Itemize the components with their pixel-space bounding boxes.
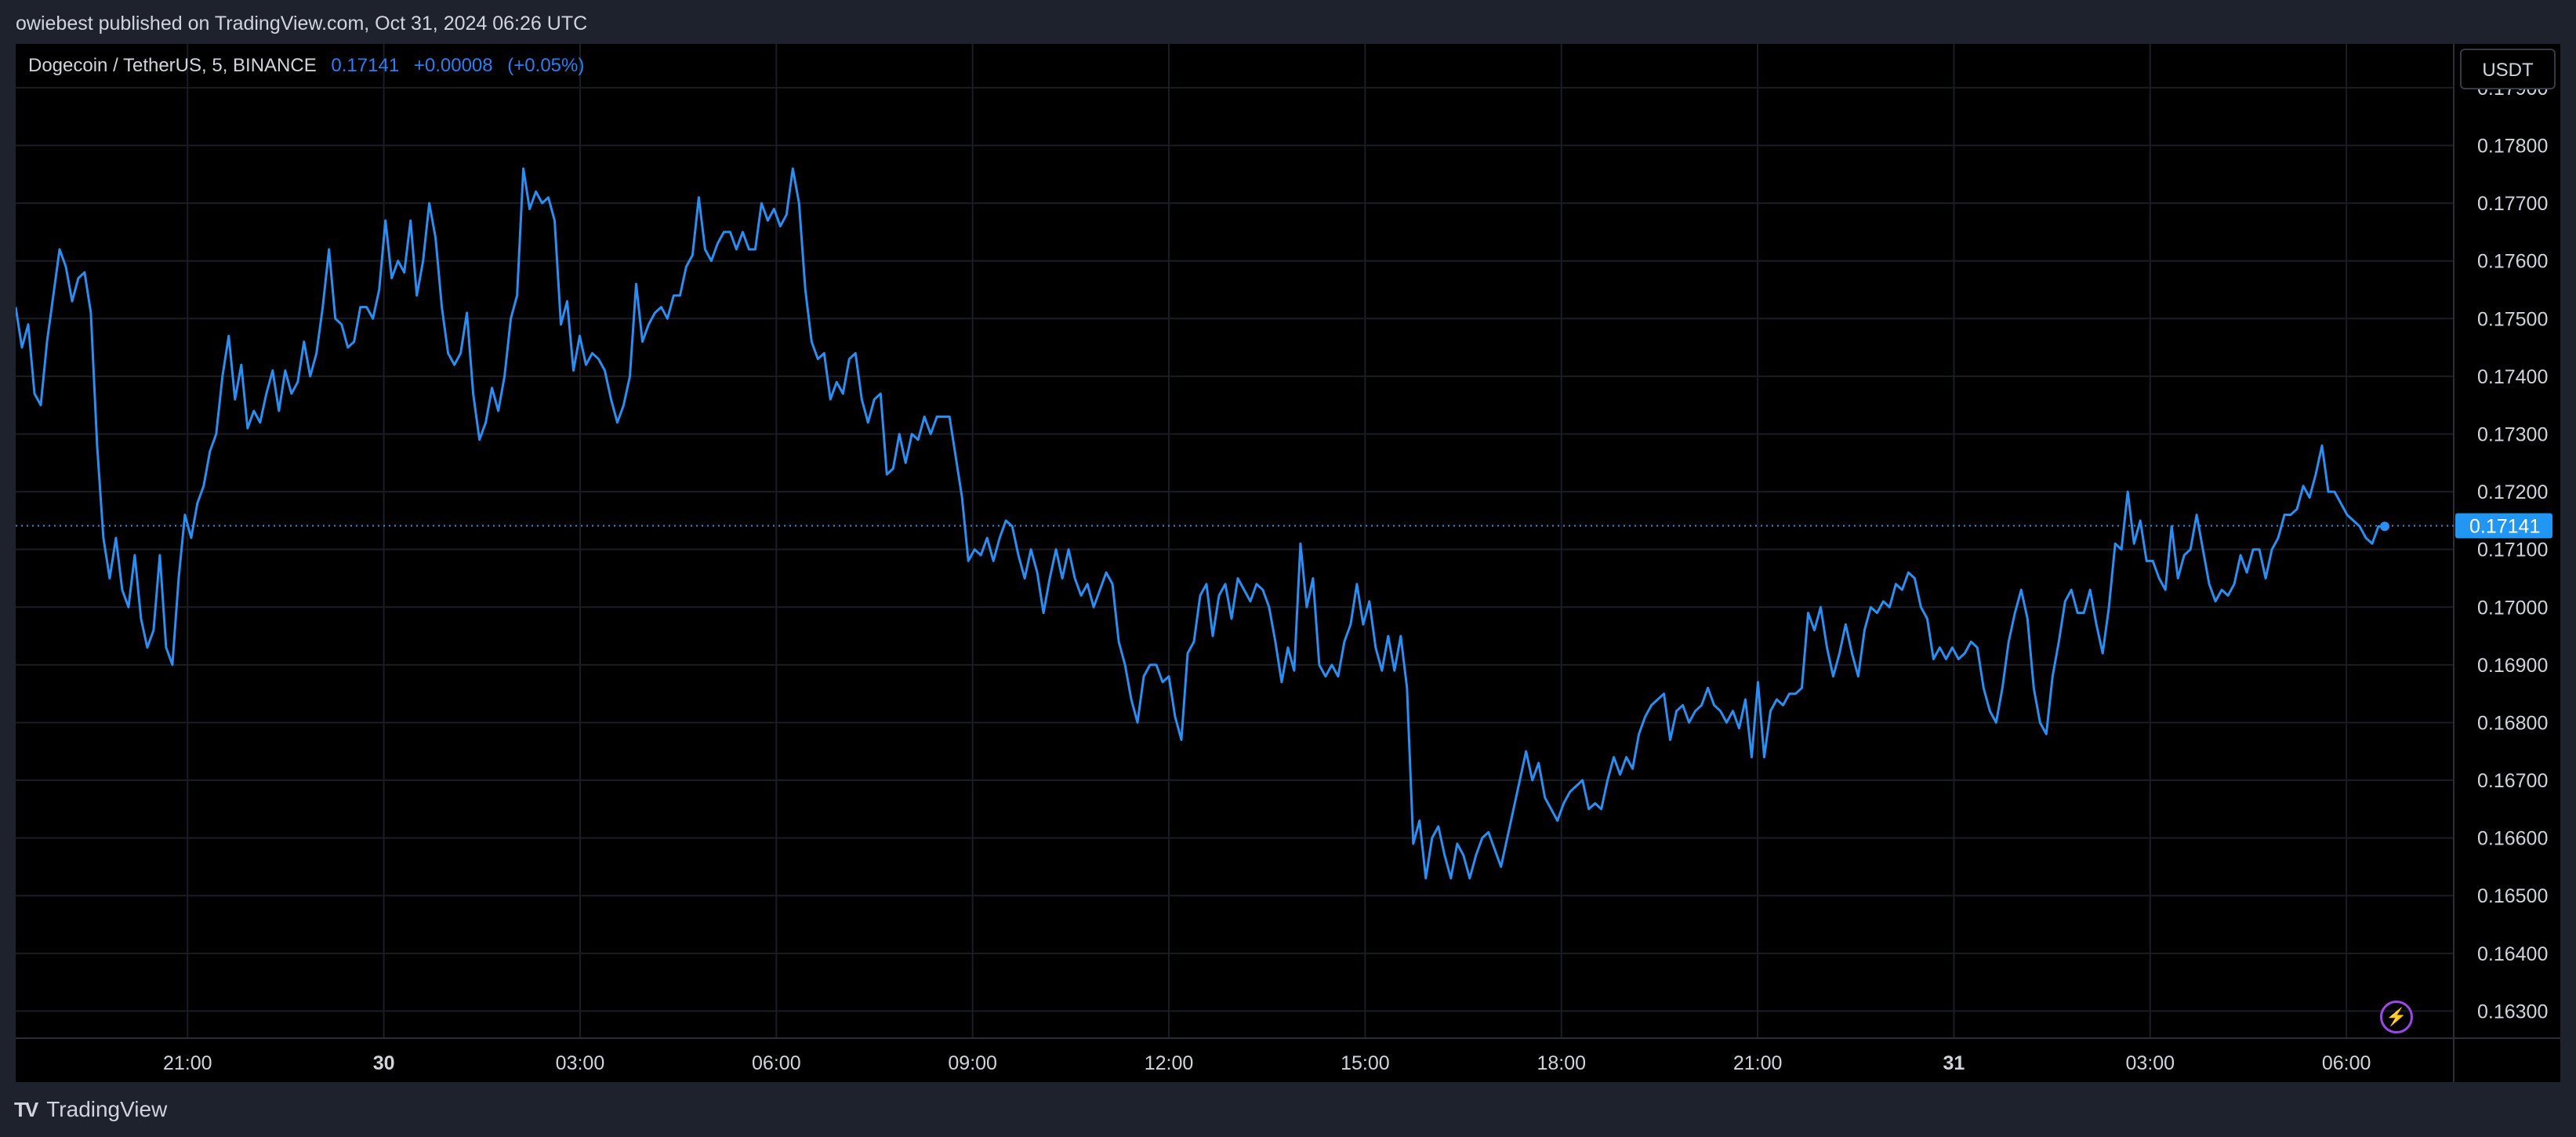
- symbol-legend: Dogecoin / TetherUS, 5, BINANCE 0.17141 …: [28, 55, 593, 77]
- y-tick-label: 0.16900: [2477, 655, 2548, 677]
- currency-button[interactable]: USDT: [2460, 49, 2556, 89]
- last-price-badge: [2455, 513, 2552, 539]
- y-tick-label: 0.16700: [2477, 770, 2548, 792]
- y-tick-label: 0.17500: [2477, 308, 2548, 330]
- x-tick-label: 12:00: [1145, 1052, 1194, 1074]
- top-bar: owiebest published on TradingView.com, O…: [0, 0, 2576, 44]
- x-tick-label: 09:00: [948, 1052, 997, 1074]
- y-tick-label: 0.16800: [2477, 712, 2548, 734]
- y-tick-label: 0.16500: [2477, 885, 2548, 907]
- brand-name: TradingView: [46, 1097, 168, 1121]
- y-tick-label: 0.17800: [2477, 136, 2548, 158]
- x-tick-label: 15:00: [1341, 1052, 1390, 1074]
- y-tick-label: 0.17700: [2477, 193, 2548, 215]
- x-tick-label: 21:00: [163, 1052, 212, 1074]
- x-tick-label: 30: [373, 1052, 395, 1074]
- chart-frame[interactable]: 0.16300 0.16400 0.16500 0.16600 0.16700 0.168…: [16, 44, 2560, 1082]
- x-tick-label: 06:00: [2322, 1052, 2371, 1074]
- y-tick-label: 0.17600: [2477, 251, 2548, 273]
- y-tick-label: 0.17400: [2477, 366, 2548, 388]
- legend-change: +0.00008: [413, 55, 493, 76]
- published-text: owiebest published on TradingView.com, O…: [16, 13, 588, 35]
- x-tick-label: 31: [1943, 1052, 1965, 1074]
- lightning-bolt-icon[interactable]: ⚡: [2380, 1001, 2413, 1033]
- price-line: [16, 167, 2385, 880]
- y-tick-label: 0.17000: [2477, 597, 2548, 619]
- last-price-dot: [2379, 521, 2389, 532]
- x-tick-label: 03:00: [2126, 1052, 2175, 1074]
- y-tick-label: 0.16400: [2477, 943, 2548, 965]
- x-tick-label: 06:00: [752, 1052, 801, 1074]
- y-tick-label: 0.16600: [2477, 828, 2548, 850]
- y-tick-label: 0.17100: [2477, 539, 2548, 561]
- legend-price: 0.17141: [331, 55, 400, 76]
- symbol-name: Dogecoin / TetherUS, 5, BINANCE: [28, 55, 317, 76]
- last-price-label: 0.17141: [2469, 515, 2540, 537]
- y-tick-label: 0.17300: [2477, 423, 2548, 445]
- tradingview-brand[interactable]: TV TradingView: [14, 1096, 167, 1123]
- tradingview-logo-icon: TV: [14, 1097, 38, 1121]
- legend-change-pct: (+0.05%): [507, 55, 585, 76]
- y-tick-label: 0.16300: [2477, 1001, 2548, 1023]
- x-tick-label: 03:00: [556, 1052, 605, 1074]
- bottom-bar: TV TradingView: [0, 1082, 2576, 1137]
- price-chart[interactable]: 0.16300 0.16400 0.16500 0.16600 0.16700 0.168…: [16, 44, 2560, 1082]
- x-tick-label: 18:00: [1537, 1052, 1586, 1074]
- chart-background: [16, 44, 2560, 1082]
- x-tick-label: 21:00: [1733, 1052, 1783, 1074]
- y-tick-label: 0.17200: [2477, 481, 2548, 503]
